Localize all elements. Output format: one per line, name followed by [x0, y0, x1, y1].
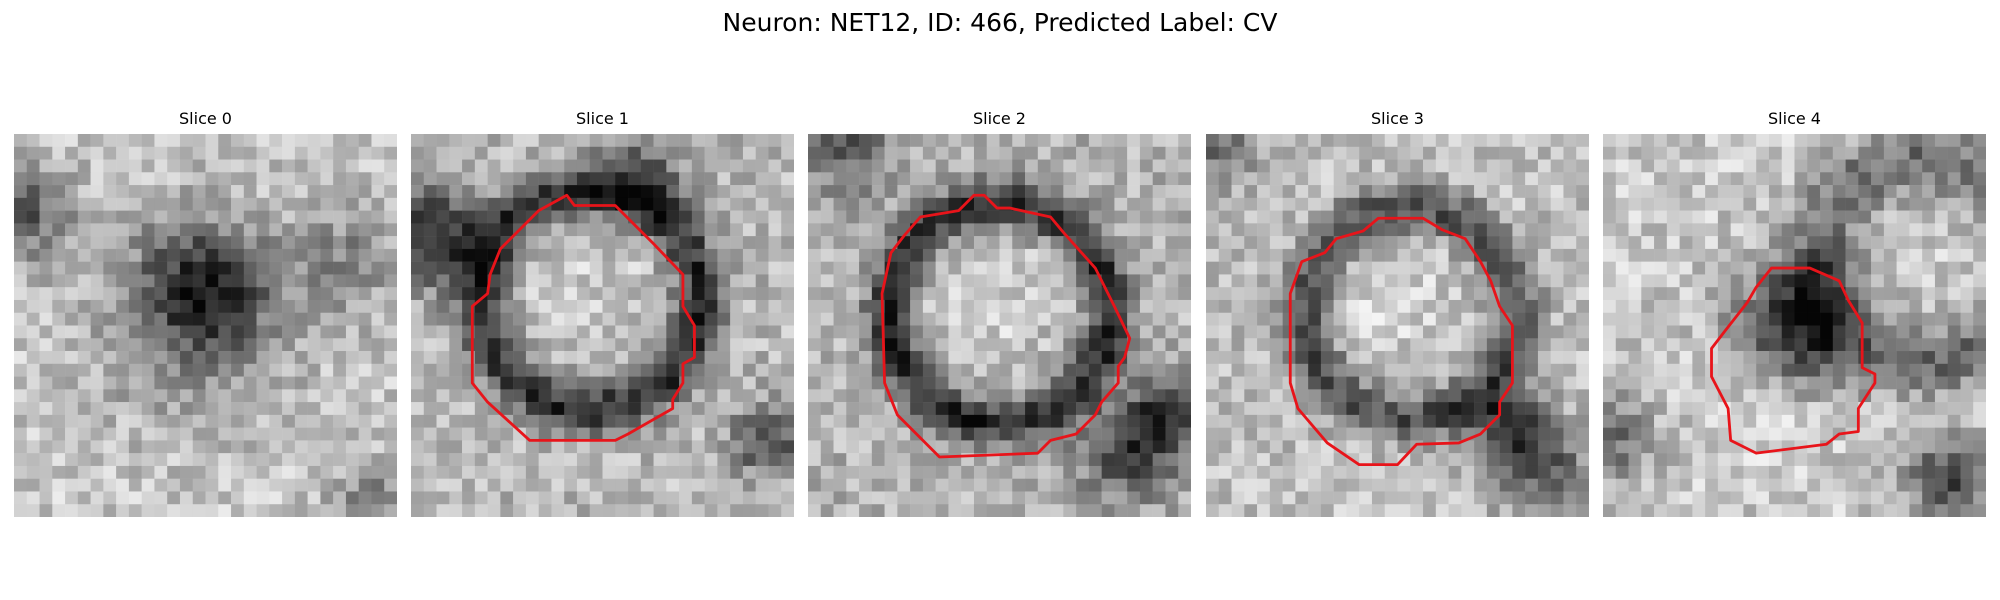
slice-1-title: Slice 1: [411, 108, 794, 130]
slice-4-canvas: [1603, 134, 1986, 517]
slice-3-image: [1206, 134, 1589, 517]
slice-2-image: [808, 134, 1191, 517]
slice-3-title: Slice 3: [1206, 108, 1589, 130]
slice-0-canvas: [14, 134, 397, 517]
slice-0-image: [14, 134, 397, 517]
slice-1-image: [411, 134, 794, 517]
figure-title: Neuron: NET12, ID: 466, Predicted Label:…: [0, 6, 2000, 40]
slice-4-image: [1603, 134, 1986, 517]
slice-3-canvas: [1206, 134, 1589, 517]
slice-4-title: Slice 4: [1603, 108, 1986, 130]
slice-2-title: Slice 2: [808, 108, 1191, 130]
slice-2-canvas: [808, 134, 1191, 517]
slice-0-title: Slice 0: [14, 108, 397, 130]
slice-1-canvas: [411, 134, 794, 517]
